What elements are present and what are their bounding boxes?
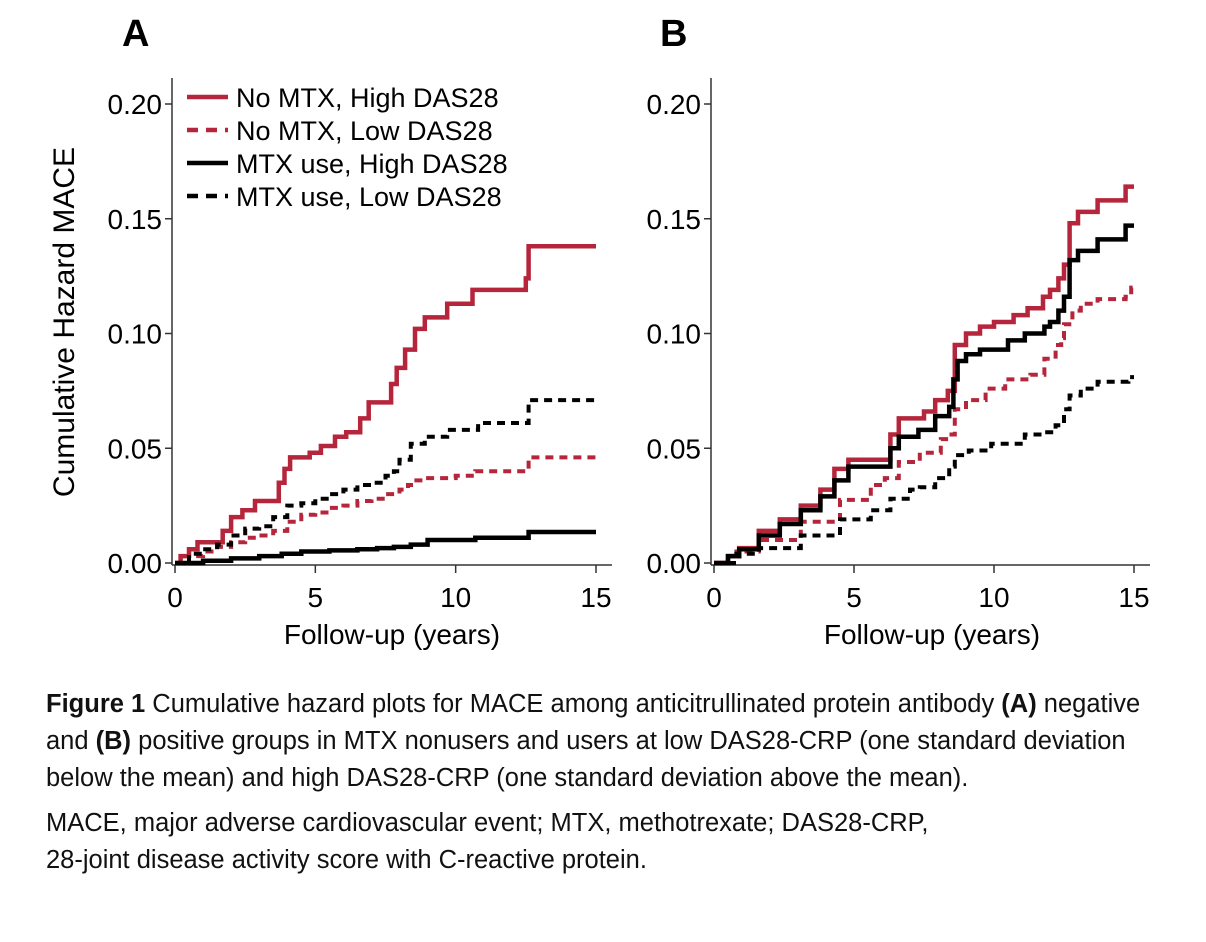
y-tick-label: 0.10	[108, 319, 163, 350]
caption-abbreviations: MACE, major adverse cardiovascular event…	[46, 805, 1186, 879]
x-tick-label: 0	[706, 582, 722, 613]
series-line-no-mtx-high-das28	[175, 244, 596, 566]
series-line-mtx-use-high-das28	[175, 529, 596, 566]
x-tick-label: 5	[308, 582, 324, 613]
legend-item: No MTX, Low DAS28	[187, 116, 493, 146]
panel-b-label: B	[660, 13, 687, 55]
axes-a: 0.00 0.05 0.10 0.15 0.20 0 5 10 15	[108, 78, 612, 613]
legend-item: MTX use, Low DAS28	[187, 182, 502, 212]
x-tick-label: 5	[846, 582, 862, 613]
caption-label-a: (A)	[1001, 690, 1037, 718]
y-tick-label: 0.10	[647, 319, 702, 350]
y-tick-label: 0.00	[108, 548, 163, 579]
series-lines-b	[714, 184, 1134, 566]
y-tick-label: 0.15	[108, 204, 163, 235]
legend-label: MTX use, Low DAS28	[236, 182, 502, 212]
abbreviations-line-1: MACE, major adverse cardiovascular event…	[46, 809, 929, 837]
caption-label-b: (B)	[95, 727, 132, 755]
legend-label: MTX use, High DAS28	[236, 149, 508, 179]
panel-a-label: A	[122, 13, 149, 55]
y-axis-label: Cumulative Hazard MACE	[48, 147, 81, 497]
figure-caption: Figure 1 Cumulative hazard plots for MAC…	[46, 686, 1186, 879]
panel-b: B Follow-up (years) 0.00 0.05 0.10 0.15 0.20…	[647, 13, 1150, 650]
caption-text-2: negative and	[46, 690, 1141, 755]
x-tick-label: 15	[1118, 582, 1149, 613]
series-line-no-mtx-high-das28	[714, 184, 1134, 566]
legend-label: No MTX, Low DAS28	[236, 116, 493, 146]
panel-a: A Cumulative Hazard MACE Follow-up (year…	[48, 13, 612, 650]
x-axis-label: Follow-up (years)	[284, 619, 500, 650]
legend-item: No MTX, High DAS28	[187, 83, 499, 113]
series-lines-a	[175, 244, 596, 566]
legend-label: No MTX, High DAS28	[236, 83, 499, 113]
y-tick-label: 0.05	[647, 433, 702, 464]
figure-charts: A Cumulative Hazard MACE Follow-up (year…	[48, 13, 1150, 650]
caption-main: Figure 1 Cumulative hazard plots for MAC…	[46, 686, 1186, 797]
abbreviations-line-2: 28-joint disease activity score with C-r…	[46, 846, 647, 874]
y-tick-label: 0.00	[647, 548, 702, 579]
series-line-no-mtx-low-das28	[714, 285, 1134, 565]
x-tick-label: 0	[167, 582, 183, 613]
y-tick-label: 0.20	[647, 89, 702, 120]
axes-b: 0.00 0.05 0.10 0.15 0.20 0 5 10 15	[647, 78, 1150, 613]
series-line-mtx-use-low-das28	[714, 375, 1134, 565]
x-tick-label: 10	[440, 582, 471, 613]
series-line-mtx-use-high-das28	[714, 223, 1134, 566]
figure-label: Figure 1	[46, 690, 146, 718]
x-axis-label: Follow-up (years)	[824, 619, 1040, 650]
y-tick-label: 0.05	[108, 433, 163, 464]
legend-item: MTX use, High DAS28	[187, 149, 508, 179]
caption-text-3: positive groups in MTX nonusers and user…	[46, 727, 1126, 792]
caption-text-1: Cumulative hazard plots for MACE among a…	[145, 690, 1002, 718]
x-tick-label: 10	[978, 582, 1009, 613]
y-tick-label: 0.15	[647, 204, 702, 235]
series-line-mtx-use-low-das28	[175, 398, 596, 565]
x-tick-label: 15	[580, 582, 611, 613]
y-tick-label: 0.20	[108, 89, 163, 120]
